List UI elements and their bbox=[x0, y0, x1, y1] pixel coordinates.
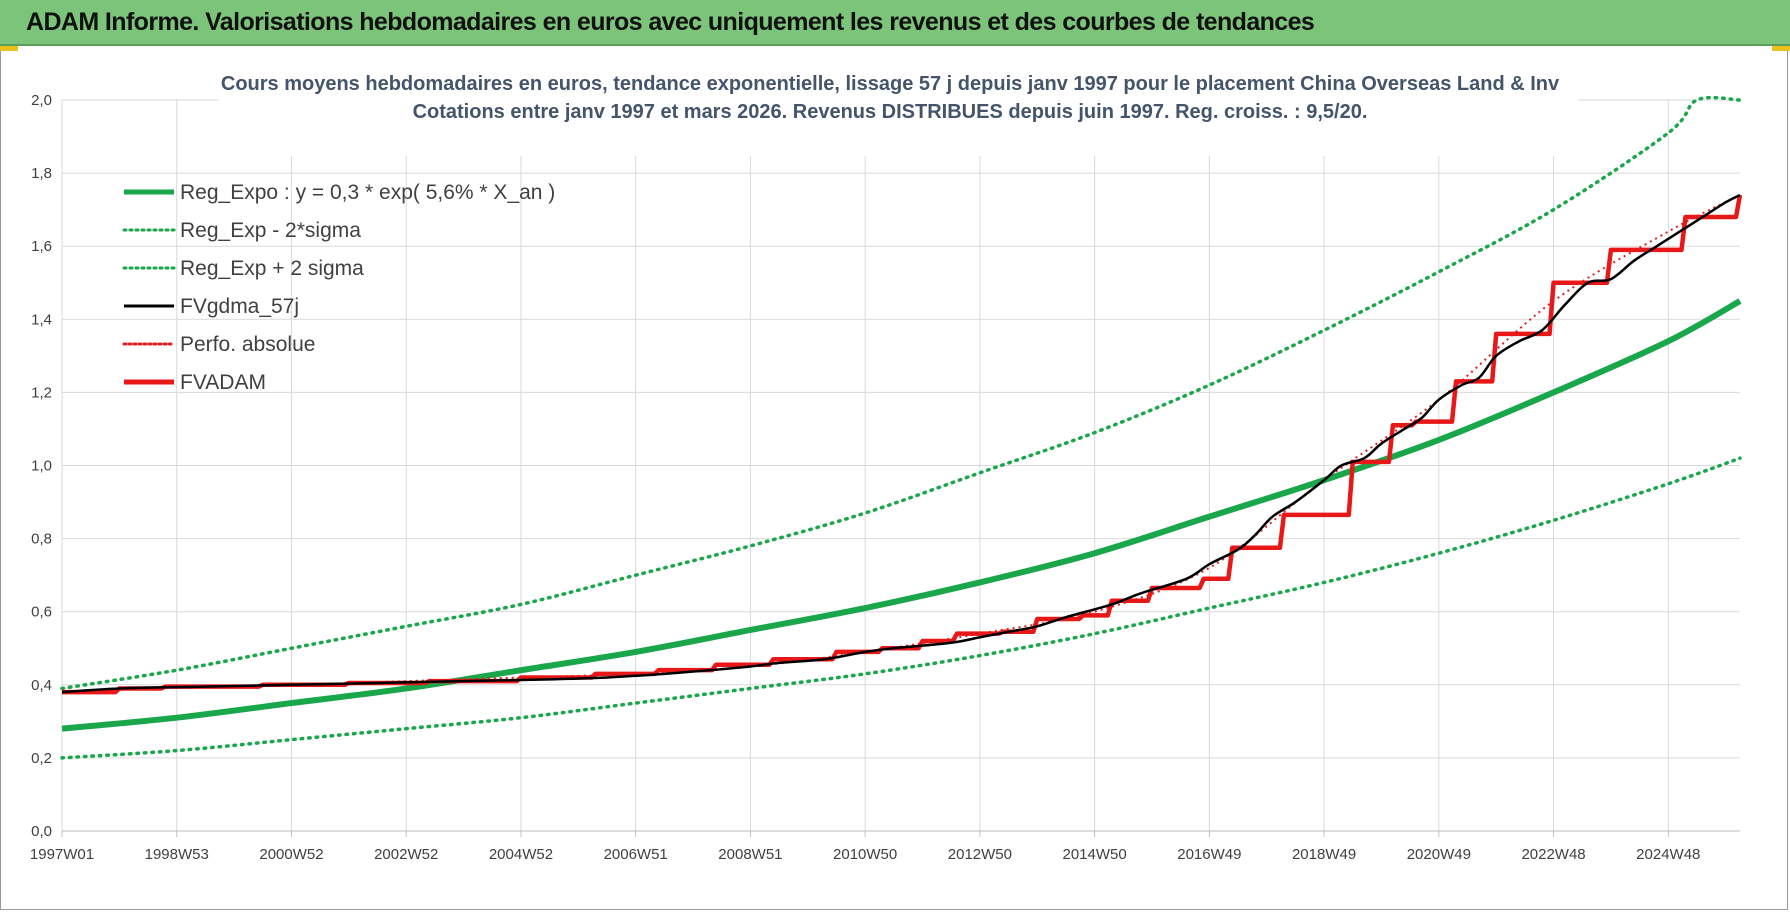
legend: Reg_Expo : y = 0,3 * exp( 5,6% * X_an ) R… bbox=[122, 181, 555, 394]
gridlines bbox=[61, 99, 1740, 832]
x-tick-label: 1997W01 bbox=[30, 846, 94, 863]
x-tick-label: 2002W52 bbox=[374, 846, 438, 863]
title-background bbox=[218, 66, 1578, 156]
x-tick-label: 2018W49 bbox=[1292, 846, 1356, 863]
x-tick-label: 2022W48 bbox=[1521, 846, 1585, 863]
y-tick-label: 1,2 bbox=[31, 384, 52, 401]
y-tick-label: 0,6 bbox=[31, 604, 52, 621]
x-tick-label: 2004W52 bbox=[489, 846, 553, 863]
chart-titles: Cours moyens hebdomadaires en euros, ten… bbox=[218, 66, 1578, 156]
y-tick-label: 1,8 bbox=[31, 165, 52, 182]
y-tick-label: 2,0 bbox=[31, 92, 52, 109]
y-tick-label: 1,6 bbox=[31, 238, 52, 255]
x-tick-label: 2010W50 bbox=[833, 846, 897, 863]
axes: 0,0 0,2 0,4 0,6 0,8 1,0 1,2 1,4 1,6 1,8 2,0 1997W01… bbox=[30, 92, 1740, 863]
series-line-0 bbox=[61, 298, 1742, 732]
series-lines bbox=[60, 95, 1743, 760]
x-tick-label: 2006W51 bbox=[604, 846, 668, 863]
legend-label: FVgdma_57j bbox=[180, 295, 299, 318]
series-line-1 bbox=[60, 456, 1742, 760]
x-tick-label: 2016W49 bbox=[1177, 846, 1241, 863]
y-tick-label: 1,4 bbox=[31, 311, 52, 328]
x-tick-label: 2014W50 bbox=[1063, 846, 1127, 863]
legend-label: Reg_Exp + 2 sigma bbox=[180, 257, 364, 280]
y-tick-label: 0,2 bbox=[31, 750, 52, 767]
y-tick-label: 1,0 bbox=[31, 458, 52, 475]
series-line-3 bbox=[61, 193, 1741, 694]
x-tick-label: 2020W49 bbox=[1407, 846, 1471, 863]
x-tick-label: 2024W48 bbox=[1636, 846, 1700, 863]
y-tick-label: 0,8 bbox=[31, 531, 52, 548]
series-line-2 bbox=[60, 95, 1742, 691]
legend-label: Reg_Expo : y = 0,3 * exp( 5,6% * X_an ) bbox=[180, 181, 555, 204]
x-tick-label: 2008W51 bbox=[718, 846, 782, 863]
legend-label: Perfo. absolue bbox=[180, 333, 315, 356]
y-tick-label: 0,0 bbox=[31, 823, 52, 840]
x-tick-label: 2000W52 bbox=[259, 846, 323, 863]
x-tick-label: 1998W53 bbox=[145, 846, 209, 863]
legend-label: FVADAM bbox=[180, 371, 266, 394]
corner-marker-right bbox=[1772, 46, 1790, 51]
y-tick-label: 0,4 bbox=[31, 677, 52, 694]
x-tick-label: 2012W50 bbox=[948, 846, 1012, 863]
corner-marker-left bbox=[0, 46, 18, 51]
legend-label: Reg_Exp - 2*sigma bbox=[180, 219, 361, 242]
chart-subtitle: Cotations entre janv 1997 et mars 2026. … bbox=[413, 101, 1368, 123]
report-banner: ADAM Informe. Valorisations hebdomadaire… bbox=[0, 0, 1790, 46]
report-title: ADAM Informe. Valorisations hebdomadaire… bbox=[26, 8, 1315, 36]
chart-area: 0,0 0,2 0,4 0,6 0,8 1,0 1,2 1,4 1,6 1,8 2,0 1997W01… bbox=[30, 66, 1743, 863]
chart-title: Cours moyens hebdomadaires en euros, ten… bbox=[221, 73, 1560, 95]
